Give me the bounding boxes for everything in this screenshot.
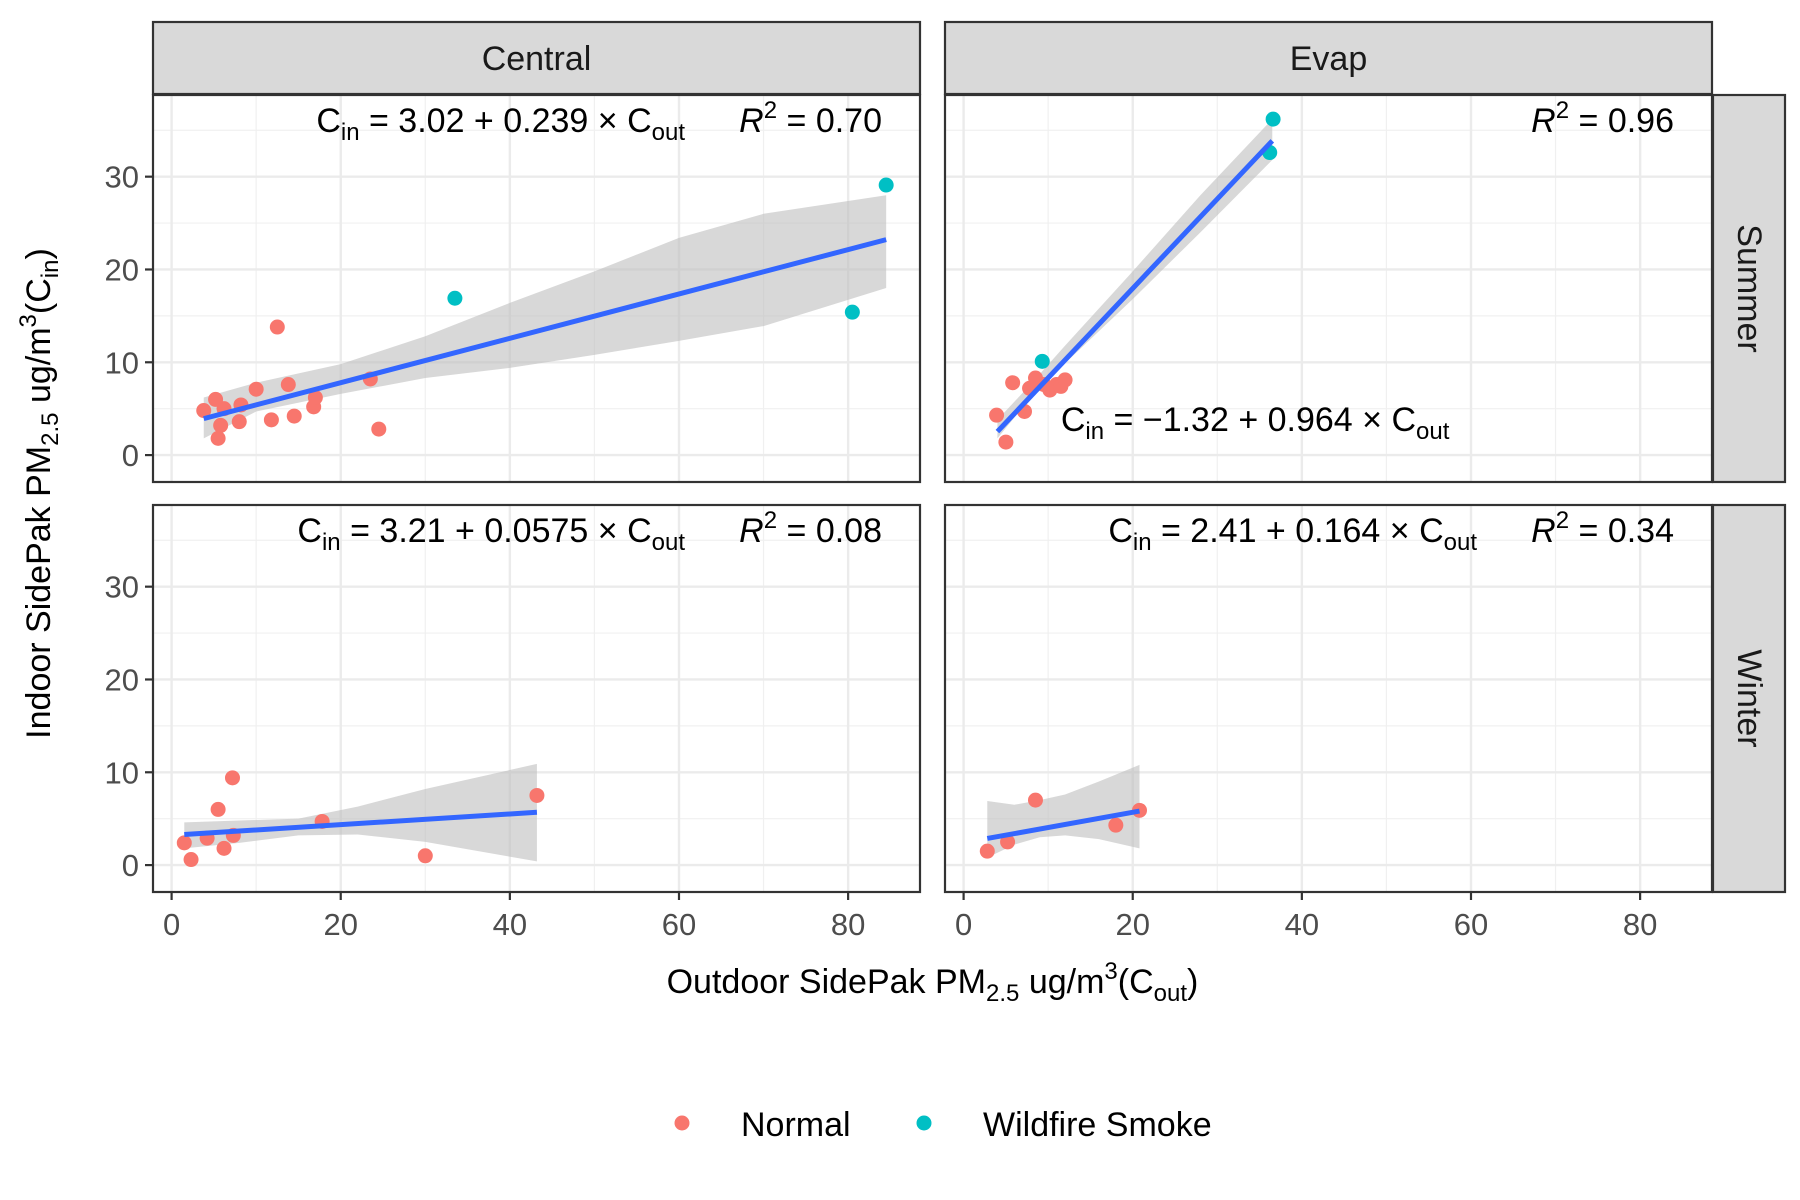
data-point (183, 852, 199, 868)
y-tick-label: 30 (105, 160, 139, 195)
legend: Normal Wildfire Smoke (674, 1106, 1212, 1144)
regression-line (995, 139, 1275, 434)
r-squared-label: R2 = 0.34 (1531, 507, 1674, 550)
data-point (280, 377, 296, 393)
data-point (263, 412, 279, 428)
y-tick-label: 10 (105, 345, 139, 380)
data-point (979, 843, 995, 859)
data-point (878, 177, 894, 193)
r-squared-label: R2 = 0.08 (739, 507, 882, 550)
data-point (248, 381, 264, 397)
panel-border (151, 503, 922, 894)
x-tick-label: 80 (831, 907, 865, 942)
data-point (844, 304, 860, 320)
data-point (210, 430, 226, 446)
y-tick-label: 0 (122, 438, 139, 473)
x-tick-label: 0 (163, 907, 180, 942)
regression-line (203, 237, 887, 422)
data-point (1005, 375, 1021, 391)
x-tick-label: 0 (955, 907, 972, 942)
x-tick-label: 40 (1285, 907, 1319, 942)
regression-line (986, 808, 1140, 841)
x-tick-label: 80 (1623, 907, 1657, 942)
data-point (286, 408, 302, 424)
confidence-band (184, 763, 537, 862)
y-tick-label: 10 (105, 755, 139, 790)
strip-background (1711, 93, 1787, 484)
strip-central: Central (151, 20, 922, 96)
x-tick-label: 40 (493, 907, 527, 942)
x-tick-label: 20 (1115, 907, 1149, 942)
y-tick-label: 0 (122, 848, 139, 883)
strip-label: Winter (1730, 649, 1768, 747)
data-point (1108, 817, 1124, 833)
data-point (1265, 111, 1281, 127)
r-squared-label: R2 = 0.70 (739, 97, 882, 140)
legend-key-wildfire-smoke (916, 1115, 932, 1131)
data-point (1057, 372, 1073, 388)
strip-label: Summer (1730, 224, 1768, 352)
r-squared-label: R2 = 0.96 (1531, 97, 1674, 140)
data-point (307, 390, 323, 406)
strip-background (943, 20, 1714, 96)
data-point (210, 801, 226, 817)
panel-layers-summer-evap: R2 = 0.96 Cin = −1.32 + 0.964 × Cout (989, 97, 1674, 450)
strip-winter: Winter (1711, 503, 1787, 894)
x-axis-evap: 0 20 40 60 80 (955, 892, 1657, 942)
panel-layers-winter-central: R2 = 0.08 Cin = 3.21 + 0.0575 × Cout (176, 507, 882, 868)
data-point (447, 290, 463, 306)
y-tick-label: 30 (105, 570, 139, 605)
data-point (417, 848, 433, 864)
data-point (529, 787, 545, 803)
data-point (196, 403, 212, 419)
regression-equation: Cin = 2.41 + 0.164 × Cout (1108, 512, 1477, 556)
strip-label: Central (482, 40, 592, 78)
x-tick-label: 60 (1454, 907, 1488, 942)
panel-summer-evap (945, 95, 1712, 482)
y-tick-label: 20 (105, 252, 139, 287)
x-tick-label: 60 (662, 907, 696, 942)
data-point (998, 434, 1014, 450)
panel-layers-winter-evap: R2 = 0.34 Cin = 2.41 + 0.164 × Cout (979, 507, 1674, 859)
legend-key-normal (674, 1115, 690, 1131)
regression-line (184, 809, 538, 837)
data-point (1000, 834, 1016, 850)
data-point (269, 319, 285, 335)
data-point (1034, 353, 1050, 369)
x-tick-label: 20 (323, 907, 357, 942)
y-tick-label: 20 (105, 662, 139, 697)
y-axis-winter: 0 10 20 30 (105, 570, 153, 883)
regression-equation: Cin = 3.02 + 0.239 × Cout (316, 102, 685, 146)
legend-label: Wildfire Smoke (983, 1106, 1212, 1144)
data-point (989, 407, 1005, 423)
panel-background (945, 95, 1712, 482)
strip-summer: Summer (1711, 93, 1787, 484)
confidence-band (987, 764, 1140, 858)
data-point (216, 840, 232, 856)
data-point (176, 835, 192, 851)
regression-equation: Cin = −1.32 + 0.964 × Cout (1061, 401, 1450, 445)
data-point (231, 414, 247, 430)
strip-background (1711, 503, 1787, 894)
strip-label: Evap (1290, 40, 1368, 78)
data-point (1027, 792, 1043, 808)
regression-equation: Cin = 3.21 + 0.0575 × Cout (297, 512, 685, 556)
x-axis-central: 0 20 40 60 80 (163, 892, 865, 942)
y-axis-summer: 0 10 20 30 (105, 160, 153, 473)
panel-layers-summer-central: R2 = 0.70 Cin = 3.02 + 0.239 × Cout (196, 97, 894, 446)
data-point (371, 421, 387, 437)
legend-label: Normal (741, 1106, 851, 1144)
data-point (213, 417, 229, 433)
strip-background (151, 20, 922, 96)
strip-evap: Evap (943, 20, 1714, 96)
x-axis-title: Outdoor SidePak PM2.5 ug/m3(Cout) (667, 958, 1199, 1007)
data-point (224, 770, 240, 786)
y-axis-title: Indoor SidePak PM2.5 ug/m3(Cin) (15, 248, 64, 739)
